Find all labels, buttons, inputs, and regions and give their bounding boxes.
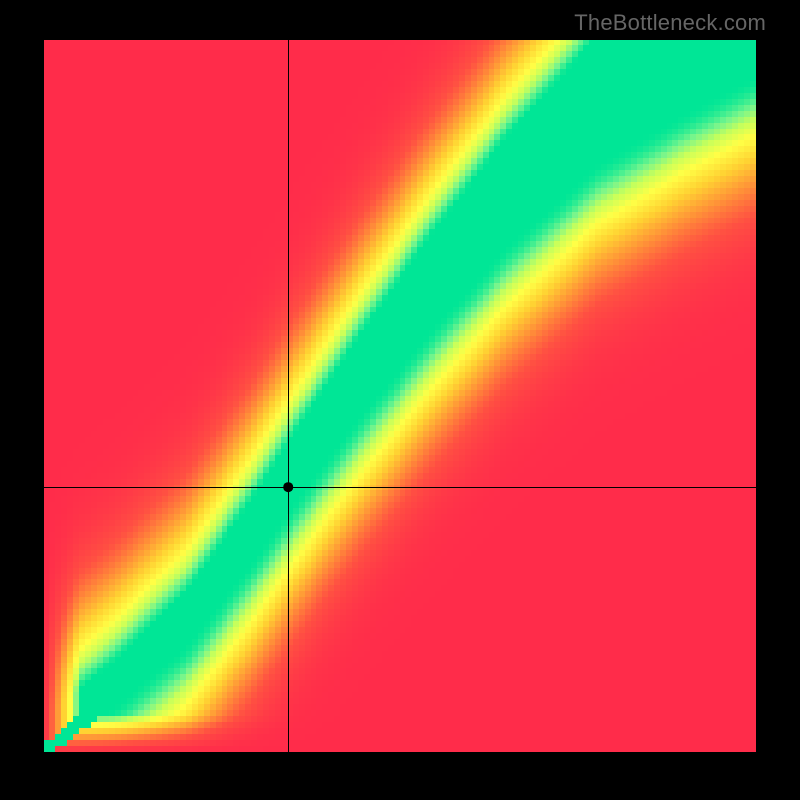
bottleneck-heatmap (44, 40, 756, 752)
chart-container: TheBottleneck.com (0, 0, 800, 800)
watermark-text: TheBottleneck.com (574, 10, 766, 36)
